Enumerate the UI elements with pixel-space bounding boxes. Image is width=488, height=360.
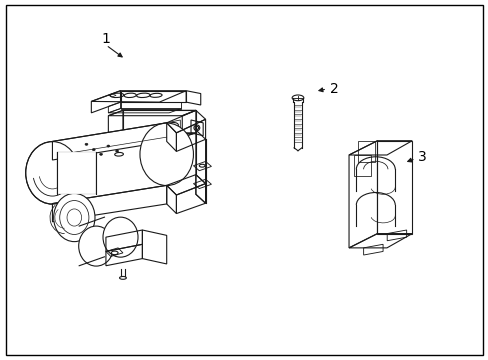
- Polygon shape: [57, 152, 96, 194]
- Circle shape: [92, 149, 95, 151]
- Circle shape: [100, 153, 102, 156]
- Ellipse shape: [140, 123, 193, 185]
- Circle shape: [85, 143, 88, 145]
- Text: 3: 3: [417, 150, 426, 164]
- Circle shape: [116, 150, 118, 152]
- Ellipse shape: [103, 217, 138, 257]
- Ellipse shape: [26, 141, 79, 204]
- Polygon shape: [52, 185, 166, 222]
- Text: 1: 1: [102, 32, 110, 46]
- Circle shape: [107, 145, 110, 147]
- Ellipse shape: [79, 226, 114, 266]
- Polygon shape: [52, 123, 166, 160]
- Ellipse shape: [54, 193, 95, 242]
- Text: 2: 2: [329, 82, 338, 96]
